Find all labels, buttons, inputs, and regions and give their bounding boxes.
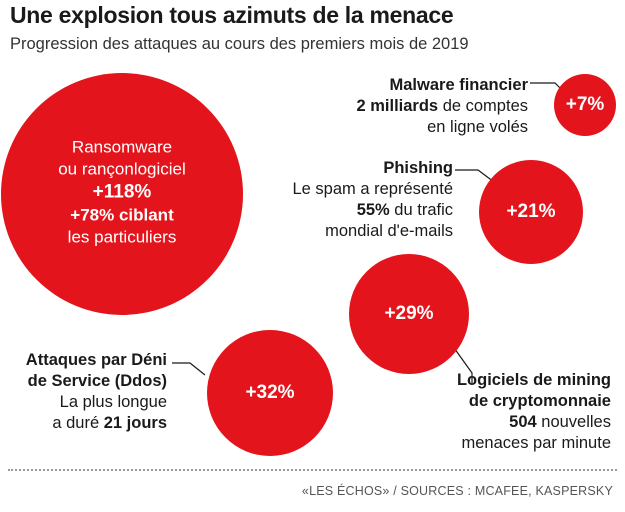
ddos-value-label: +32% xyxy=(245,381,295,403)
ransomware-detail-line2: les particuliers xyxy=(67,226,177,246)
ddos-detail-bold: 21 jours xyxy=(103,414,167,433)
ddos-name-line1: Attaques par Déni xyxy=(25,351,167,369)
chart-subtitle: Progression des attaques au cours des pr… xyxy=(10,35,469,53)
bubble-ransomware xyxy=(1,73,243,315)
phishing-detail-line1: Le spam a représenté xyxy=(292,180,453,199)
malware-detail-line2: en ligne volés xyxy=(427,118,528,137)
mining-detail-line2: menaces par minute xyxy=(461,434,612,453)
mining-circle-text: +29% xyxy=(384,302,433,326)
ransomware-circle-text: Ransomware ou rançonlogiciel +118% +78% … xyxy=(58,136,186,247)
malware-name: Malware financier xyxy=(389,76,528,94)
ddos-label: Attaques par Déni de Service (Ddos) La p… xyxy=(26,350,167,434)
mining-label: Logiciels de mining de cryptomonnaie 504… xyxy=(457,370,611,454)
phishing-detail-line3: mondial d'e-mails xyxy=(325,222,453,241)
mining-detail-line1-rest: nouvelles xyxy=(536,413,611,432)
ransomware-name-line1: Ransomware xyxy=(71,137,173,157)
phishing-detail-bold: 55% xyxy=(356,201,390,220)
bubble-phishing xyxy=(479,160,583,264)
bubble-malware xyxy=(554,74,616,136)
chart-title: Une explosion tous azimuts de la menace xyxy=(10,2,454,28)
bubble-ddos xyxy=(207,330,333,456)
phishing-name: Phishing xyxy=(383,159,453,177)
leader-line-ddos xyxy=(172,362,206,376)
malware-detail-line1-rest: de comptes xyxy=(438,97,528,116)
phishing-label: Phishing Le spam a représenté 55% du tra… xyxy=(292,158,453,242)
phishing-circle-text: +21% xyxy=(506,200,555,224)
mining-value-label: +29% xyxy=(384,302,434,324)
malware-label: Malware financier 2 milliards de comptes… xyxy=(356,75,528,138)
ddos-circle-text: +32% xyxy=(245,381,294,405)
malware-value-label: +7% xyxy=(565,93,605,115)
ddos-detail-line1: La plus longue xyxy=(59,393,167,412)
mining-name-line2: de cryptomonnaie xyxy=(468,392,611,411)
phishing-value-label: +21% xyxy=(506,200,556,222)
ddos-detail-line2-pre: a duré xyxy=(52,414,104,433)
ransomware-name-line2: ou rançonlogiciel xyxy=(58,159,186,179)
ransomware-value-label: +118% xyxy=(92,180,152,202)
malware-circle-text: +7% xyxy=(566,93,605,117)
ddos-name-line2: de Service (Ddos) xyxy=(27,372,167,391)
bubble-mining xyxy=(349,254,469,374)
source-credit: «LES ÉCHOS» / SOURCES : MCAFEE, KASPERSK… xyxy=(301,484,613,498)
ransomware-detail-line1: +78% ciblant xyxy=(70,205,174,225)
leader-line-phishing xyxy=(455,169,495,183)
footer-divider xyxy=(8,469,617,471)
phishing-detail-line2-rest: du trafic xyxy=(389,201,453,220)
malware-detail-bold: 2 milliards xyxy=(356,97,439,116)
mining-detail-bold: 504 xyxy=(509,413,537,432)
mining-name-line1: Logiciels de mining xyxy=(456,371,611,389)
